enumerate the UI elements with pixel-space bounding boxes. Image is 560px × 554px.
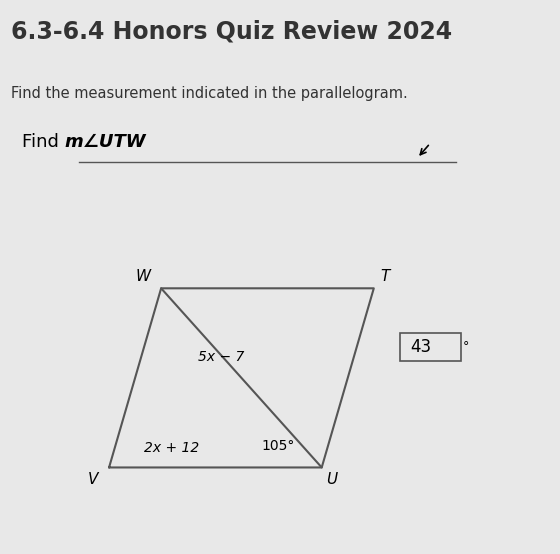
Text: 5x − 7: 5x − 7 — [198, 350, 244, 363]
Text: T: T — [380, 269, 390, 284]
Text: U: U — [326, 472, 337, 487]
Text: m∠UTW: m∠UTW — [64, 133, 146, 151]
Bar — [400, 333, 460, 361]
Text: 2x + 12: 2x + 12 — [144, 440, 199, 455]
Text: 105°: 105° — [262, 439, 295, 453]
Text: 6.3-6.4 Honors Quiz Review 2024: 6.3-6.4 Honors Quiz Review 2024 — [11, 19, 452, 43]
Text: W: W — [135, 269, 150, 284]
Text: V: V — [88, 472, 98, 487]
Text: 43: 43 — [410, 338, 432, 356]
Text: °: ° — [463, 341, 469, 353]
Text: Find: Find — [22, 133, 65, 151]
Text: Find the measurement indicated in the parallelogram.: Find the measurement indicated in the pa… — [11, 86, 408, 101]
